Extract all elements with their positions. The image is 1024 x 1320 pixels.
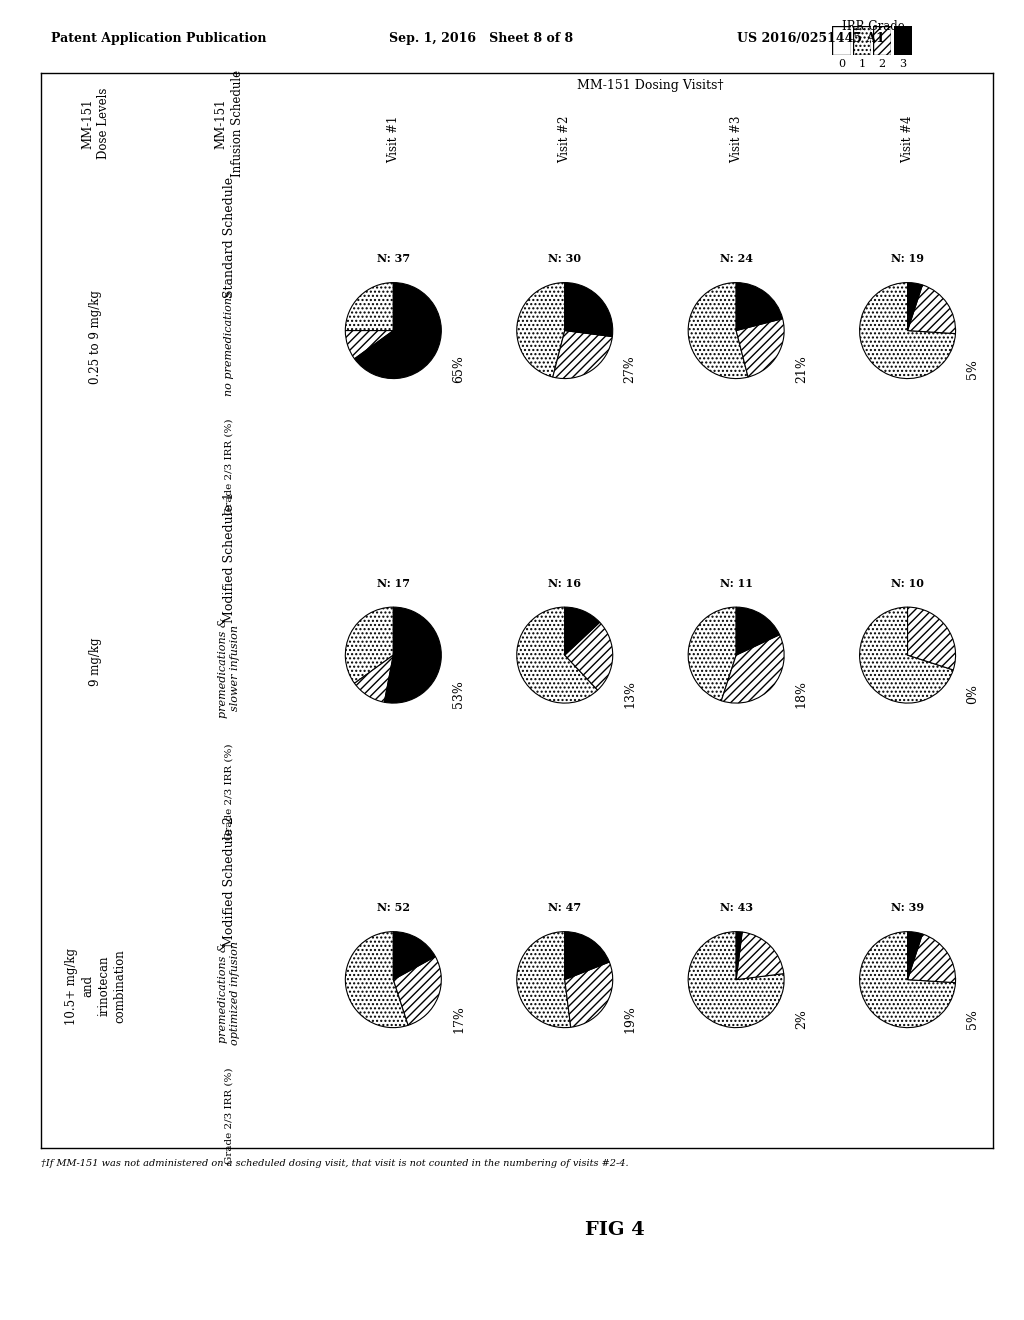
Wedge shape: [721, 635, 784, 704]
Text: Standard Schedule: Standard Schedule: [222, 177, 236, 298]
Text: 21%: 21%: [795, 355, 808, 383]
Wedge shape: [907, 935, 955, 982]
Text: FIG 4: FIG 4: [585, 1221, 644, 1239]
Text: no premedications: no premedications: [224, 292, 234, 396]
Wedge shape: [859, 932, 955, 1028]
Wedge shape: [859, 282, 955, 379]
Text: N: 39: N: 39: [891, 902, 924, 913]
Text: 2: 2: [879, 59, 886, 70]
Text: 9 mg/kg: 9 mg/kg: [89, 638, 102, 686]
Wedge shape: [393, 957, 441, 1026]
Text: N: 43: N: 43: [720, 902, 753, 913]
Text: N: 30: N: 30: [548, 253, 582, 264]
Text: N: 10: N: 10: [891, 578, 924, 589]
Text: Visit #4: Visit #4: [901, 116, 914, 164]
Text: MM-151
Infusion Schedule: MM-151 Infusion Schedule: [215, 70, 244, 177]
Text: Visit #2: Visit #2: [558, 116, 571, 164]
Text: Visit #1: Visit #1: [387, 116, 399, 164]
Text: Patent Application Publication: Patent Application Publication: [51, 32, 266, 45]
Text: 10.5+ mg/kg
and
irinotecan
combination: 10.5+ mg/kg and irinotecan combination: [66, 948, 126, 1024]
Text: N: 52: N: 52: [377, 902, 410, 913]
Text: premedications &
optimized infusion: premedications & optimized infusion: [218, 941, 241, 1044]
Wedge shape: [736, 607, 779, 655]
Wedge shape: [345, 932, 409, 1028]
Text: 2%: 2%: [795, 1008, 808, 1028]
Wedge shape: [565, 282, 612, 337]
Wedge shape: [907, 932, 923, 979]
Text: N: 19: N: 19: [891, 253, 924, 264]
Wedge shape: [393, 932, 435, 979]
Text: 17%: 17%: [452, 1005, 465, 1032]
Wedge shape: [565, 932, 609, 979]
Wedge shape: [859, 607, 953, 704]
Text: 27%: 27%: [624, 355, 636, 383]
Text: US 2016/0251445 A1: US 2016/0251445 A1: [737, 32, 885, 45]
Text: N: 16: N: 16: [548, 578, 582, 589]
Text: N: 37: N: 37: [377, 253, 410, 264]
Wedge shape: [553, 330, 612, 379]
Text: 0%: 0%: [967, 684, 979, 704]
Text: 13%: 13%: [624, 680, 636, 708]
Text: 5%: 5%: [967, 359, 979, 379]
Wedge shape: [907, 285, 955, 334]
Wedge shape: [736, 932, 742, 979]
Text: 1: 1: [858, 59, 865, 70]
Wedge shape: [565, 607, 600, 655]
Wedge shape: [736, 318, 784, 378]
Wedge shape: [517, 932, 570, 1028]
Wedge shape: [517, 282, 565, 378]
Text: N: 47: N: 47: [548, 902, 582, 913]
Wedge shape: [688, 607, 736, 701]
Wedge shape: [736, 282, 782, 330]
Text: †If MM-151 was not administered on a scheduled dosing visit, that visit is not c: †If MM-151 was not administered on a sch…: [41, 1159, 629, 1168]
Text: 18%: 18%: [795, 680, 808, 708]
Wedge shape: [345, 607, 393, 684]
Text: MM-151 Dosing Visits†: MM-151 Dosing Visits†: [578, 79, 724, 92]
Wedge shape: [907, 282, 923, 330]
Text: N: 24: N: 24: [720, 253, 753, 264]
Text: Grade 2/3 IRR (%): Grade 2/3 IRR (%): [224, 418, 233, 515]
Wedge shape: [354, 655, 393, 702]
Text: Modified Schedule 2: Modified Schedule 2: [222, 816, 236, 948]
Text: N: 17: N: 17: [377, 578, 410, 589]
Wedge shape: [736, 932, 783, 979]
Text: Visit #3: Visit #3: [730, 116, 742, 164]
Text: IRR Grade: IRR Grade: [843, 20, 905, 33]
Wedge shape: [688, 282, 749, 379]
Text: Grade 2/3 IRR (%): Grade 2/3 IRR (%): [224, 1068, 233, 1164]
Wedge shape: [384, 607, 441, 704]
Text: 65%: 65%: [452, 355, 465, 383]
Text: 0.25 to 9 mg/kg: 0.25 to 9 mg/kg: [89, 290, 102, 384]
Text: Grade 2/3 IRR (%): Grade 2/3 IRR (%): [224, 743, 233, 840]
Wedge shape: [345, 330, 393, 359]
Text: 5%: 5%: [967, 1008, 979, 1028]
Wedge shape: [565, 622, 612, 690]
Text: premedications &
slower infusion: premedications & slower infusion: [218, 618, 241, 718]
Wedge shape: [517, 607, 598, 704]
Text: 0: 0: [838, 59, 845, 70]
Wedge shape: [907, 607, 955, 671]
Text: Sep. 1, 2016   Sheet 8 of 8: Sep. 1, 2016 Sheet 8 of 8: [389, 32, 573, 45]
Wedge shape: [345, 282, 393, 330]
Wedge shape: [354, 282, 441, 379]
Text: MM-151
Dose Levels: MM-151 Dose Levels: [81, 88, 111, 160]
Text: 3: 3: [899, 59, 906, 70]
Text: N: 11: N: 11: [720, 578, 753, 589]
Text: 19%: 19%: [624, 1005, 636, 1032]
Wedge shape: [688, 932, 784, 1028]
Text: Modified Schedule 1: Modified Schedule 1: [222, 491, 236, 623]
Text: 53%: 53%: [452, 680, 465, 708]
Wedge shape: [565, 962, 612, 1027]
